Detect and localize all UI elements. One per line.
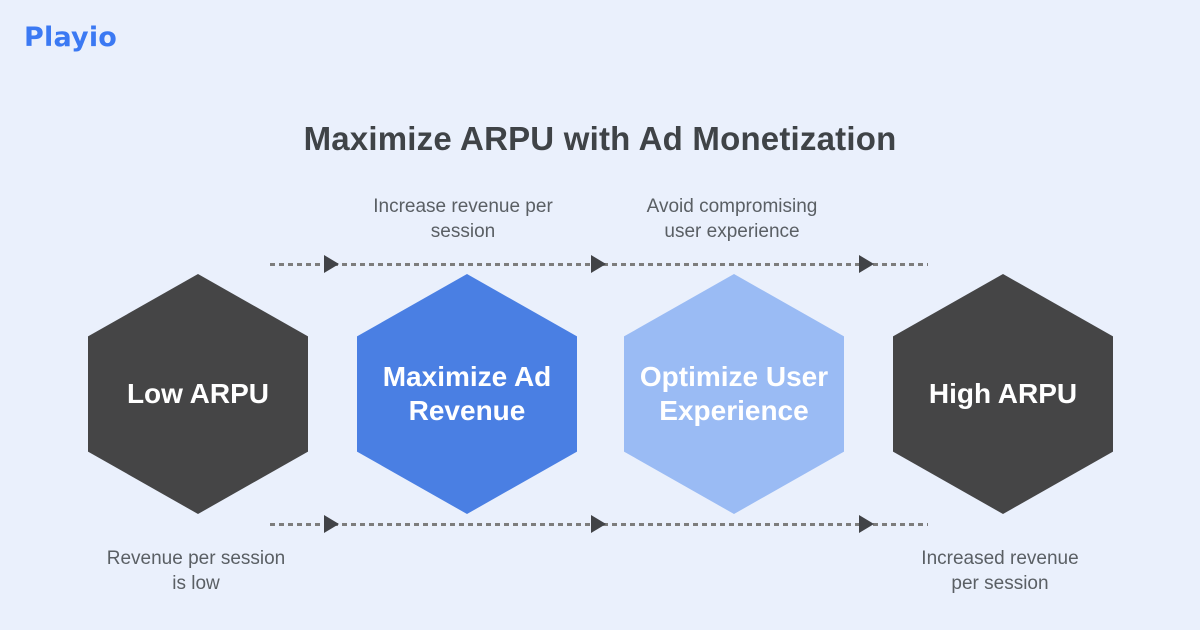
annotation-line: session (430, 221, 496, 243)
hexagon-label: Optimize User Experience (640, 360, 828, 427)
arrowhead-icon (859, 515, 874, 533)
hexagon-maximize-ad-revenue: Maximize Ad Revenue (357, 274, 577, 514)
annotation-line: per session (951, 573, 1049, 595)
hexagon-low-arpu: Low ARPU (88, 274, 308, 514)
page-title: Maximize ARPU with Ad Monetization (303, 120, 897, 158)
annotation-line: user experience (664, 221, 800, 243)
arrowhead-icon (859, 255, 874, 273)
arrowhead-icon (324, 255, 339, 273)
hexagon-optimize-user-experience: Optimize User Experience (624, 274, 844, 514)
hexagon-label: Low ARPU (127, 377, 269, 411)
annotation-line: is low (172, 573, 220, 595)
playio-logo-text: Playio (24, 22, 118, 53)
playio-logo: Playio (24, 22, 117, 53)
annotation-increased-revenue: Increased revenue per session (885, 546, 1115, 597)
hexagon-label: High ARPU (929, 377, 1077, 411)
hexagon-high-arpu: High ARPU (893, 274, 1113, 514)
annotation-line: Increased revenue (921, 548, 1079, 569)
hexagon-label-line: Revenue (408, 395, 526, 426)
hexagon-label-line: Experience (659, 395, 809, 426)
arrowhead-icon (324, 515, 339, 533)
arrowhead-icon (591, 515, 606, 533)
hexagon-label-line: Maximize Ad (382, 361, 552, 393)
annotation-increase-revenue: Increase revenue per session (348, 194, 578, 245)
hexagon-label-line: Low ARPU (126, 378, 270, 410)
arrowhead-icon (591, 255, 606, 273)
annotation-line: Increase revenue per (373, 196, 553, 217)
annotation-line: Avoid compromising (646, 196, 818, 217)
annotation-line: Revenue per session (106, 548, 286, 569)
annotation-avoid-compromising: Avoid compromising user experience (617, 194, 847, 245)
hexagon-label-line: High ARPU (928, 378, 1078, 410)
hexagon-label-line: Optimize User (639, 361, 829, 393)
annotation-revenue-low: Revenue per session is low (81, 546, 311, 597)
hexagon-label: Maximize Ad Revenue (383, 360, 552, 427)
